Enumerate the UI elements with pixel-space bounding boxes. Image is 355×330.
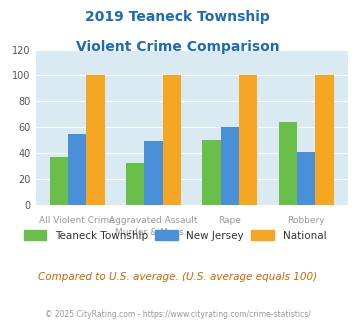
Text: Compared to U.S. average. (U.S. average equals 100): Compared to U.S. average. (U.S. average …: [38, 272, 317, 282]
Bar: [86, 75, 105, 205]
Bar: [239, 75, 257, 205]
Text: Violent Crime Comparison: Violent Crime Comparison: [76, 40, 279, 53]
Bar: [297, 151, 315, 205]
Bar: [68, 134, 86, 205]
Text: 2019 Teaneck Township: 2019 Teaneck Township: [85, 10, 270, 24]
Bar: [202, 140, 221, 205]
Bar: [144, 141, 163, 205]
Bar: [279, 122, 297, 205]
Bar: [221, 127, 239, 205]
Legend: Teaneck Township, New Jersey, National: Teaneck Township, New Jersey, National: [20, 226, 331, 245]
Bar: [315, 75, 334, 205]
Bar: [126, 163, 144, 205]
Text: All Violent Crime: All Violent Crime: [39, 216, 115, 225]
Text: Robbery: Robbery: [288, 216, 325, 225]
Text: Aggravated Assault: Aggravated Assault: [109, 216, 198, 225]
Text: Murder & Mans...: Murder & Mans...: [115, 228, 192, 237]
Bar: [50, 157, 68, 205]
Text: Rape: Rape: [218, 216, 241, 225]
Bar: [163, 75, 181, 205]
Text: © 2025 CityRating.com - https://www.cityrating.com/crime-statistics/: © 2025 CityRating.com - https://www.city…: [45, 310, 310, 319]
